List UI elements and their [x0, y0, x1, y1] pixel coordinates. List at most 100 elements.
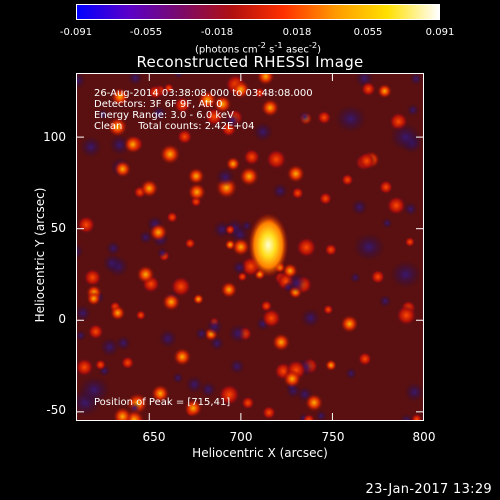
colorbar-tick: 0.018	[282, 27, 312, 38]
texture-blob	[378, 180, 394, 195]
annotation-clean: Clean Total counts: 2.42E+04	[94, 121, 255, 132]
texture-blob	[76, 329, 87, 342]
warm-source	[162, 292, 181, 311]
texture-blob	[166, 211, 178, 224]
texture-blob	[229, 358, 245, 375]
warm-source	[173, 347, 192, 366]
texture-blob	[241, 396, 255, 410]
texture-blob	[232, 260, 247, 275]
texture-blob	[226, 156, 241, 171]
warm-source	[140, 179, 159, 198]
texture-blob	[76, 304, 92, 322]
texture-blob	[239, 166, 259, 187]
texture-blob	[99, 337, 120, 357]
warm-source	[231, 80, 250, 99]
texture-blob	[357, 151, 376, 171]
colorbar-tick: -0.018	[200, 27, 234, 38]
x-tick-label: 650	[142, 430, 166, 444]
texture-blob	[396, 305, 417, 326]
axis-ticks	[76, 73, 424, 421]
warm-source	[305, 393, 324, 412]
y-tick-label: 100	[43, 130, 66, 144]
texture-blob	[194, 327, 208, 341]
texture-blob	[80, 136, 102, 158]
texture-blob	[156, 247, 168, 259]
texture-blob	[102, 253, 122, 273]
texture-blob	[185, 375, 204, 394]
texture-blob	[295, 236, 317, 258]
warm-source	[110, 87, 129, 106]
texture-blob	[138, 230, 153, 245]
texture-blob	[172, 372, 184, 384]
texture-blob	[105, 240, 121, 256]
texture-blob	[399, 413, 414, 421]
texture-blob	[286, 273, 307, 294]
texture-blob	[361, 81, 376, 97]
emission-blobs	[76, 73, 424, 421]
texture-blob	[110, 305, 126, 321]
texture-blob	[243, 148, 261, 166]
warm-source	[123, 135, 142, 154]
texture-blob	[192, 293, 204, 305]
texture-blob	[411, 413, 423, 421]
texture-blob	[341, 173, 354, 187]
texture-blob	[87, 323, 104, 340]
texture-blob	[121, 356, 135, 370]
x-tick-label: 800	[412, 430, 436, 444]
texture-blob	[184, 237, 196, 249]
texture-blob	[318, 191, 333, 206]
texture-blob	[265, 148, 287, 170]
texture-blob	[317, 110, 332, 125]
texture-blob	[114, 160, 132, 178]
texture-blob	[349, 272, 361, 284]
texture-blob	[345, 367, 358, 380]
texture-blob	[173, 96, 191, 114]
texture-blob	[403, 201, 418, 217]
texture-blob	[97, 108, 109, 120]
colorbar	[76, 4, 440, 20]
texture-blob	[224, 112, 241, 129]
texture-blob	[94, 359, 107, 371]
texture-blob	[115, 335, 132, 351]
texture-blob	[378, 294, 392, 308]
colorbar-tick: -0.055	[129, 27, 163, 38]
texture-blob	[147, 85, 163, 100]
plot-frame	[76, 73, 424, 421]
texture-blob	[298, 110, 312, 124]
texture-blob	[340, 314, 359, 333]
annotation-peak: Position of Peak = [715,41]	[94, 397, 231, 408]
warm-source	[149, 223, 168, 242]
warm-source	[136, 265, 155, 284]
texture-blob	[291, 186, 304, 200]
colorbar-tick: 0.091	[425, 27, 455, 38]
texture-blob	[76, 215, 96, 235]
texture-blob	[302, 413, 316, 421]
annotation-detectors: Detectors: 3F 6F 9F, Att 0	[94, 99, 223, 110]
texture-blob	[386, 195, 406, 216]
texture-blob	[76, 243, 84, 260]
texture-blob	[159, 144, 181, 165]
texture-blob	[113, 407, 133, 421]
footer-timestamp: 23-Jan-2017 13:29	[365, 482, 492, 497]
colorbar-unit: (photons cm-2 s-1 asec-2)	[194, 40, 322, 56]
texture-blob	[220, 281, 238, 298]
negative-region	[353, 233, 386, 261]
heatmap-plot	[76, 73, 424, 421]
texture-blob	[109, 134, 130, 156]
texture-blob	[176, 128, 193, 145]
warm-source	[286, 164, 305, 183]
annotation-time: 26-Aug-2014 03:38:08.000 to 03:48:08.000	[94, 88, 313, 99]
texture-blob	[272, 183, 289, 199]
peak-source	[248, 213, 289, 278]
texture-blob	[254, 87, 266, 99]
texture-blob	[323, 304, 334, 315]
texture-blob	[300, 308, 321, 328]
annotation-energy: Energy Range: 3.0 - 6.0 keV	[94, 110, 234, 121]
texture-blob	[370, 269, 386, 285]
texture-blob	[200, 381, 217, 398]
texture-blob	[256, 73, 275, 86]
x-tick-label: 700	[229, 430, 253, 444]
texture-blob	[76, 73, 87, 90]
texture-blob	[187, 167, 205, 185]
warm-source	[184, 399, 203, 418]
